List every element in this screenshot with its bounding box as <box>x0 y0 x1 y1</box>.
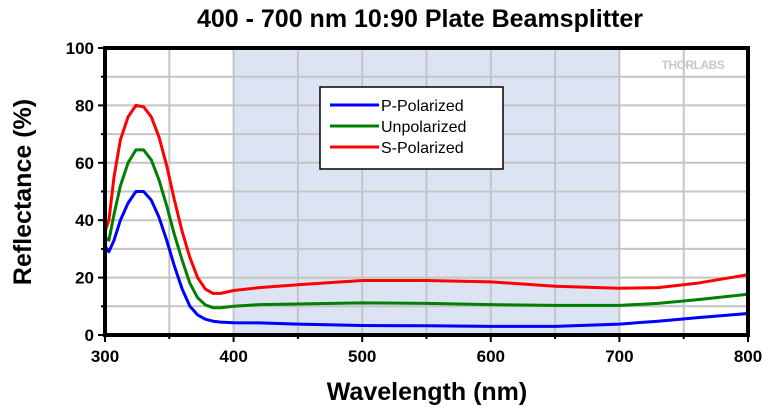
x-tick-label: 700 <box>605 347 633 366</box>
y-tick-label: 100 <box>66 39 94 58</box>
series-line-s-polarized <box>103 103 749 295</box>
legend-box <box>319 86 504 170</box>
x-axis-label: Wavelength (nm) <box>327 378 527 406</box>
tick-labels: 300 400 500 600 700 800 0 20 40 60 80 100 <box>66 39 763 366</box>
legend: P-Polarized Unpolarized S-Polarized <box>319 86 504 170</box>
x-tick-label: 600 <box>477 347 505 366</box>
chart-title: 400 - 700 nm 10:90 Plate Beamsplitter <box>197 5 643 33</box>
axes-layer <box>98 46 750 342</box>
series-line-unpolarized <box>104 148 749 310</box>
y-tick-label: 60 <box>75 154 94 173</box>
series-line-p-polarized <box>103 190 749 328</box>
y-tick-label: 80 <box>75 96 94 115</box>
y-tick-label: 40 <box>75 211 94 230</box>
series-layer <box>103 103 749 328</box>
y-tick-label: 20 <box>75 269 94 288</box>
x-tick-label: 300 <box>91 347 119 366</box>
x-tick-label: 500 <box>348 347 376 366</box>
legend-label-p-polarized: P-Polarized <box>381 98 464 115</box>
legend-label-s-polarized: S-Polarized <box>381 140 464 157</box>
y-tick-label: 0 <box>85 326 94 345</box>
legend-label-unpolarized: Unpolarized <box>381 119 466 136</box>
x-tick-label: 800 <box>734 347 762 366</box>
x-tick-label: 400 <box>219 347 247 366</box>
thorlabs-watermark: THORLABS <box>662 58 725 72</box>
y-axis-label: Reflectance (%) <box>9 99 37 285</box>
watermark-layer: THORLABS <box>662 58 726 72</box>
